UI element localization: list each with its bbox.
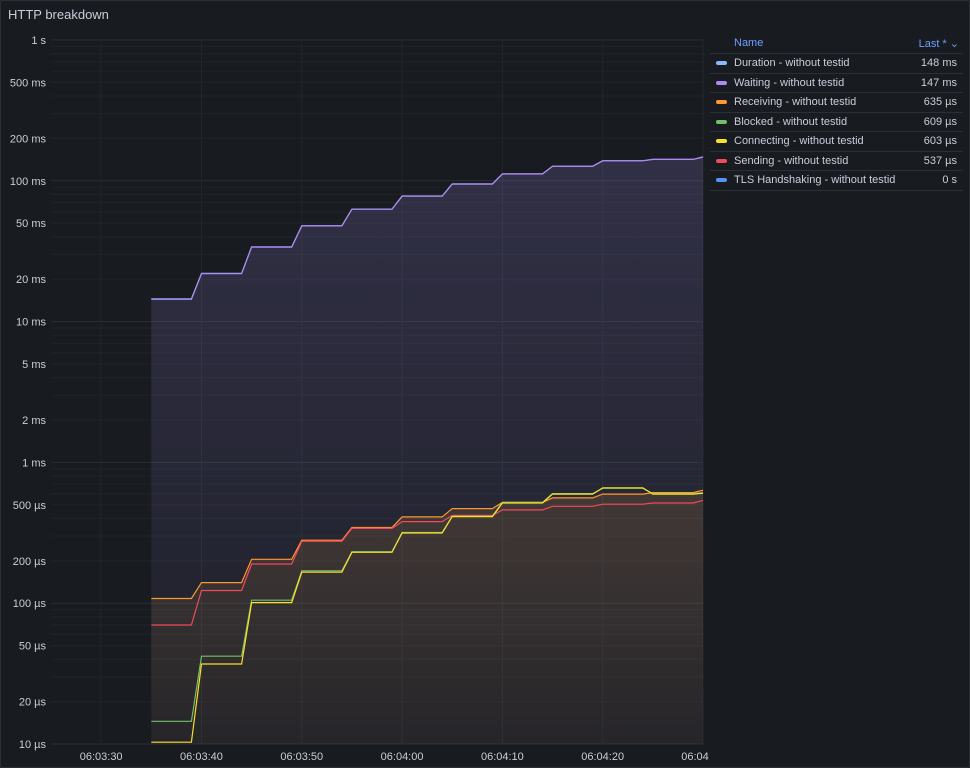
legend-item[interactable]: Connecting - without testid 603 µs <box>710 132 963 152</box>
chevron-down-icon: ⌄ <box>949 37 959 50</box>
legend-item[interactable]: TLS Handshaking - without testid 0 s <box>710 171 963 191</box>
legend-item[interactable]: Receiving - without testid 635 µs <box>710 93 963 113</box>
x-tick-label: 06:04:20 <box>581 751 624 763</box>
legend: Name Last * ⌄ Duration - without testid 1… <box>710 33 963 191</box>
legend-item-last: 0 s <box>942 174 957 187</box>
x-tick-label: 06:03:30 <box>80 751 123 763</box>
y-tick-label: 1 s <box>31 35 46 47</box>
legend-swatch <box>716 61 727 66</box>
y-tick-label: 100 µs <box>13 598 47 610</box>
legend-item[interactable]: Blocked - without testid 609 µs <box>710 113 963 132</box>
legend-swatch <box>716 178 727 183</box>
legend-swatch <box>716 80 727 85</box>
series-area <box>151 490 704 744</box>
x-tick-label: 06:04:10 <box>481 751 524 763</box>
y-tick-label: 200 µs <box>13 556 47 568</box>
legend-item-name: Blocked - without testid <box>734 115 848 128</box>
y-tick-label: 500 µs <box>13 500 47 512</box>
legend-item-name: Receiving - without testid <box>734 96 857 109</box>
legend-header: Name Last * ⌄ <box>710 33 963 54</box>
y-tick-label: 5 ms <box>22 359 46 371</box>
legend-item-last: 147 ms <box>920 76 957 89</box>
y-tick-label: 10 ms <box>16 317 46 329</box>
chart-plot: 1 s 500 ms 200 ms 100 ms 50 ms 20 ms 10 ms 5 ms… <box>10 35 709 763</box>
legend-swatch <box>716 158 727 163</box>
y-tick-label: 2 ms <box>22 415 46 427</box>
legend-item-name: Duration - without testid <box>734 57 850 70</box>
legend-item-name: Waiting - without testid <box>734 76 845 89</box>
legend-item-last: 635 µs <box>923 96 957 109</box>
x-axis-ticks: 06:03:30 06:03:40 06:03:50 06:04:00 06:04:10… <box>80 751 709 763</box>
y-tick-label: 100 ms <box>10 176 47 188</box>
series-line <box>151 489 704 600</box>
series-line <box>151 499 704 626</box>
y-tick-label: 10 µs <box>19 739 47 751</box>
legend-item-name: Sending - without testid <box>734 154 849 167</box>
legend-item-last: 537 µs <box>923 154 957 167</box>
panel-title[interactable]: HTTP breakdown <box>8 7 109 22</box>
y-tick-label: 20 µs <box>19 697 47 709</box>
legend-item-name: Connecting - without testid <box>734 135 864 148</box>
x-tick-label: 06:03:50 <box>280 751 323 763</box>
area-fills <box>151 156 704 745</box>
legend-item-last: 609 µs <box>923 115 957 128</box>
y-tick-label: 1 ms <box>22 457 46 469</box>
y-tick-label: 500 ms <box>10 77 47 89</box>
series-lines <box>151 156 704 743</box>
legend-item[interactable]: Duration - without testid 148 ms <box>710 54 963 74</box>
x-tick-label: 06:04:00 <box>381 751 424 763</box>
legend-swatch <box>716 100 727 105</box>
x-tick-label: 06:03:40 <box>180 751 223 763</box>
y-tick-label: 20 ms <box>16 274 46 286</box>
legend-swatch <box>716 139 727 144</box>
legend-item[interactable]: Waiting - without testid 147 ms <box>710 74 963 93</box>
series-line <box>151 156 704 300</box>
x-tick-label: 06:04 <box>681 751 709 763</box>
legend-item-last: 148 ms <box>920 57 957 70</box>
legend-last-header[interactable]: Last * ⌄ <box>918 37 959 50</box>
series-line <box>151 487 704 743</box>
y-tick-label: 50 µs <box>19 641 47 653</box>
legend-name-header[interactable]: Name <box>734 37 764 49</box>
legend-swatch <box>716 119 727 124</box>
legend-item[interactable]: Sending - without testid 537 µs <box>710 152 963 171</box>
y-axis-ticks: 1 s 500 ms 200 ms 100 ms 50 ms 20 ms 10 ms 5 ms… <box>10 35 47 751</box>
legend-item-last: 603 µs <box>923 135 957 148</box>
legend-item-name: TLS Handshaking - without testid <box>734 174 896 187</box>
y-tick-label: 50 ms <box>16 218 46 230</box>
y-tick-label: 200 ms <box>10 133 47 145</box>
